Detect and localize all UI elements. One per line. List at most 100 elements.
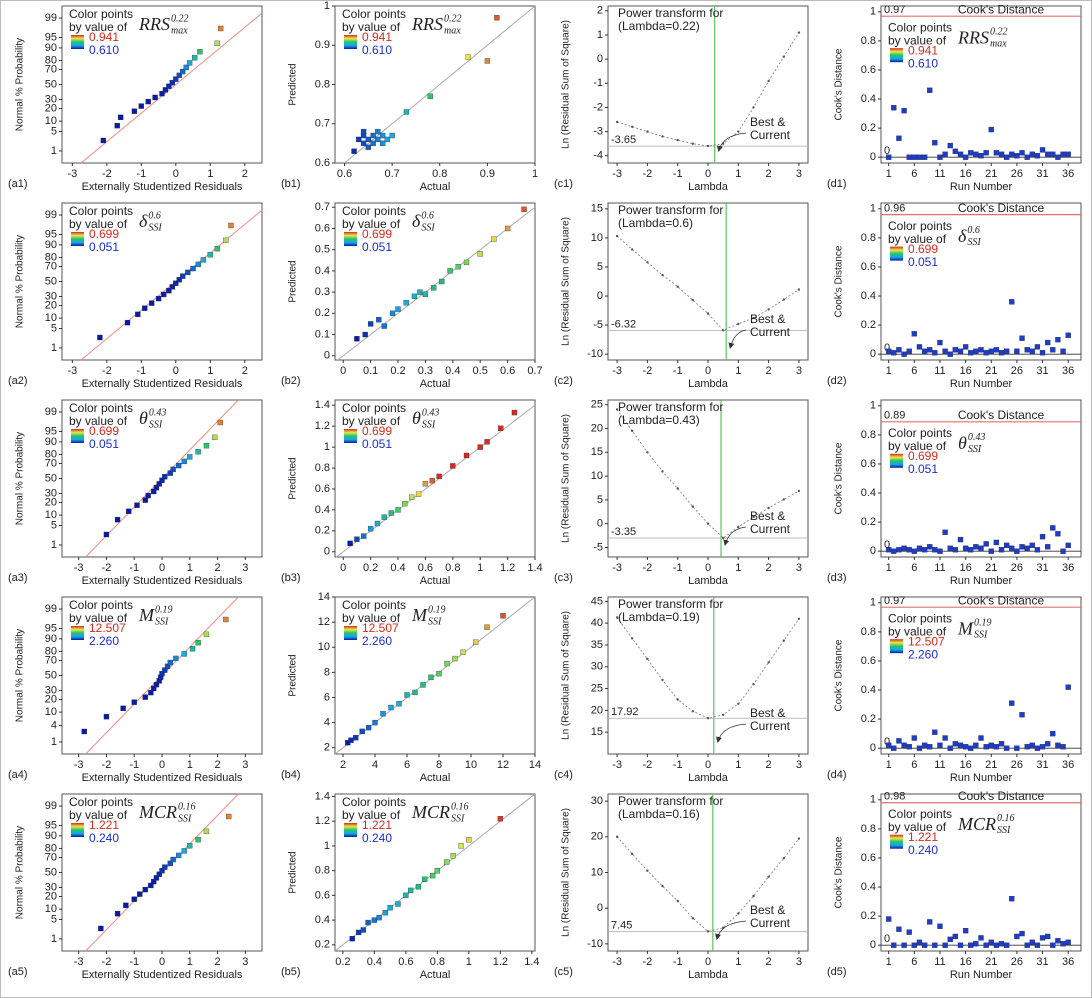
plot-frame: [334, 596, 536, 755]
point: [167, 659, 173, 666]
y-tick-label: 0.9: [315, 39, 330, 51]
response-sub: SSI: [968, 444, 982, 455]
legend-line: Color points: [888, 219, 952, 233]
point: [159, 868, 165, 874]
y-tick-label: 15: [591, 203, 603, 215]
best-arrow: [716, 132, 747, 152]
x-tick-label: 4: [372, 759, 378, 771]
point: [1055, 938, 1061, 944]
point: [417, 289, 423, 295]
response-base: θ: [412, 408, 421, 428]
transform-curve: [615, 835, 801, 933]
x-axis-label: Actual: [420, 181, 451, 193]
point: [190, 265, 196, 272]
point: [947, 351, 953, 357]
lower-label: 0: [884, 342, 890, 354]
x-tick-label: 21: [985, 365, 997, 377]
legend-line: by value of: [69, 414, 128, 428]
point: [153, 875, 160, 881]
color-max-label: 0.699: [362, 227, 392, 241]
point: [1039, 147, 1046, 153]
color-swatch: [890, 834, 903, 849]
y-tick-label: 0: [324, 350, 330, 362]
x-axis-label: Run Number: [950, 378, 1013, 390]
point: [388, 704, 394, 711]
point: [911, 154, 917, 160]
point: [411, 293, 418, 300]
x-tick-label: 0.6: [418, 562, 433, 574]
point: [156, 871, 162, 877]
point: [993, 539, 1000, 546]
x-tick-label: 16: [959, 956, 971, 968]
point: [968, 150, 974, 156]
x-axis-label: Run Number: [950, 772, 1013, 784]
point: [195, 449, 201, 455]
legend-line: by value of: [342, 611, 401, 625]
point: [376, 317, 382, 323]
y-tick-label: 4: [51, 719, 57, 731]
x-tick-label: 6: [911, 168, 917, 180]
color-max-label: 12.507: [89, 621, 126, 635]
color-min-label: 0.240: [89, 831, 119, 845]
point: [187, 843, 193, 849]
plot-frame: [334, 202, 536, 361]
y-tick-label: 0.6: [315, 483, 330, 495]
y-tick-label: 0.2: [861, 319, 876, 331]
point: [439, 278, 445, 285]
y-tick-label: 0.8: [861, 626, 876, 638]
y-tick-label: 0.6: [861, 261, 876, 273]
point: [952, 148, 959, 155]
color-min-label: 0.051: [362, 437, 392, 451]
point: [463, 452, 470, 459]
point: [117, 114, 124, 121]
x-tick-label: -2: [643, 562, 653, 574]
point: [998, 941, 1005, 947]
x-tick-label: -2: [102, 759, 112, 771]
y-tick-label: 0: [597, 518, 603, 530]
x-tick-label: 16: [959, 365, 971, 377]
x-tick-label: 26: [1011, 562, 1023, 574]
lower-label: 0: [884, 933, 890, 945]
y-tick-label: 6: [324, 691, 330, 703]
point: [422, 876, 428, 882]
point: [134, 502, 140, 508]
point: [214, 40, 220, 47]
point: [906, 744, 912, 750]
point: [942, 942, 948, 948]
point: [185, 269, 191, 276]
y-tick-label: 10: [45, 115, 57, 127]
plot-frame: [334, 793, 536, 952]
point: [103, 531, 110, 538]
point: [947, 936, 953, 943]
x-tick-label: 6: [911, 562, 917, 574]
point: [365, 136, 371, 143]
x-tick-label: 1: [187, 956, 193, 968]
x-tick-label: -2: [643, 365, 653, 377]
point: [952, 547, 959, 553]
y-axis-label: Normal % Probability: [15, 235, 26, 328]
x-tick-label: -1: [136, 168, 146, 180]
point: [1050, 942, 1056, 948]
point: [166, 83, 172, 89]
y-tick-label: 15: [591, 726, 603, 738]
color-swatch: [344, 823, 357, 837]
y-tick-label: 0.8: [315, 865, 330, 877]
x-tick-label: 3: [242, 562, 248, 574]
x-tick-label: 21: [985, 759, 997, 771]
x-tick-label: 2: [340, 759, 346, 771]
point: [1029, 742, 1035, 748]
point: [921, 942, 928, 948]
point: [1045, 933, 1051, 940]
y-tick-label: 1: [870, 400, 876, 412]
x-tick-label: 0.1: [363, 365, 378, 377]
point: [169, 80, 175, 86]
y-tick-label: 0.4: [315, 504, 330, 516]
point: [181, 848, 187, 854]
point: [1034, 153, 1041, 159]
y-tick-label: 5: [51, 322, 57, 334]
x-tick-label: 1: [886, 168, 892, 180]
x-axis-label: Run Number: [950, 575, 1013, 587]
point: [148, 882, 154, 889]
best-label: Best &: [750, 312, 785, 326]
